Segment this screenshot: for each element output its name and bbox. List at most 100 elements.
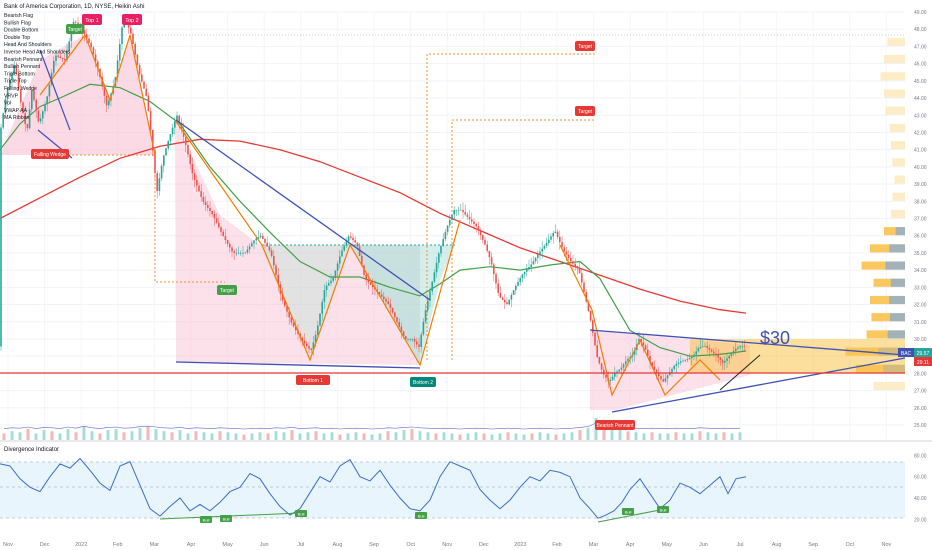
volume-bar <box>234 433 238 440</box>
osc-tick-label: 80.00 <box>914 453 927 459</box>
time-axis: Nov Dec 2022 Feb Mar Apr May Jun Jul Aug Sep Oct Nov… <box>3 542 891 548</box>
indicator-list-item[interactable]: Double Bottom <box>4 28 38 34</box>
indicator-list-item[interactable]: Bearish Pennant <box>4 57 43 63</box>
volume-bar <box>682 433 686 440</box>
volume-bar <box>610 426 614 440</box>
volume-bar <box>138 427 142 440</box>
candle-body <box>66 50 68 61</box>
y-tick-label: 31.00 <box>914 320 927 326</box>
candle-body <box>75 21 77 23</box>
candle-body <box>442 239 444 247</box>
pennant-upper-line <box>589 329 906 356</box>
candle-body <box>101 76 103 87</box>
volume-bar <box>370 434 374 440</box>
candle-body <box>598 357 601 364</box>
candle-body <box>411 338 414 340</box>
candle-body <box>158 178 161 191</box>
hs-downtrend-line <box>175 119 431 301</box>
candle-body <box>715 353 717 356</box>
bearish-pennant-label-bg <box>595 420 635 430</box>
candle-body <box>103 86 106 96</box>
candle-body <box>563 247 565 252</box>
candle-body <box>77 22 79 26</box>
candle-body <box>365 274 367 281</box>
indicator-list-item[interactable]: Vol <box>4 101 11 107</box>
y-tick-label: 45.00 <box>914 79 927 85</box>
candle-body <box>561 242 563 248</box>
volume-bar <box>450 433 454 440</box>
candle-body <box>578 268 581 274</box>
candle-body <box>627 358 629 362</box>
candle-body <box>138 65 141 75</box>
candle-body <box>473 221 475 224</box>
candle-body <box>387 301 389 304</box>
y-tick-label: 28.00 <box>914 371 927 377</box>
indicator-list-item[interactable]: Double Top <box>4 35 30 41</box>
candle-body <box>39 118 42 122</box>
candle-body <box>42 111 44 119</box>
x-tick-label: Nov <box>882 542 892 548</box>
candle-body <box>407 338 409 340</box>
candle-body <box>9 80 11 88</box>
candle-body <box>453 209 455 215</box>
oscillator-axis: 80.00 60.00 40.00 20.00 <box>914 453 927 523</box>
volume-bar <box>530 433 534 440</box>
volume-bar <box>10 431 14 440</box>
candle-body <box>11 72 13 81</box>
volume-bar <box>498 433 502 440</box>
candle-body <box>543 245 546 249</box>
candle-body <box>350 236 352 238</box>
oscillator-line <box>0 457 747 519</box>
top1-label: Top 1 <box>85 18 98 24</box>
candle-body <box>317 325 319 335</box>
indicator-list-item[interactable]: MA Ribbon <box>4 115 29 121</box>
candle-body <box>671 368 673 373</box>
candle-body <box>347 236 350 242</box>
indicator-list-item[interactable]: Triple Bottom <box>4 71 35 77</box>
candle-body <box>416 341 418 345</box>
target-guide-2 <box>426 53 595 360</box>
candle-body <box>176 115 178 122</box>
candle-body <box>369 282 372 285</box>
volume-bar <box>386 431 390 440</box>
volume-profile-bar <box>884 55 905 64</box>
small-rising-line <box>719 354 761 391</box>
volume-bar <box>394 432 398 440</box>
volume-bar <box>666 433 670 440</box>
candle-body <box>262 235 264 239</box>
candle-body <box>165 148 167 156</box>
indicator-list-item[interactable]: VRVP <box>4 93 19 99</box>
candle-body <box>420 334 422 347</box>
volume-bar <box>314 431 318 440</box>
indicator-list-item[interactable]: Inverse Head And Shoulders <box>4 50 70 56</box>
candle-body <box>730 353 733 356</box>
candle-body <box>596 345 598 358</box>
volume-bar <box>538 432 542 440</box>
indicator-list-item[interactable]: Bullish Flag <box>4 20 31 26</box>
indicator-list-item[interactable]: Triple Top <box>4 79 27 85</box>
osc-tick-label: 40.00 <box>914 496 927 502</box>
volume-bar <box>298 433 302 440</box>
candle-body <box>677 362 680 364</box>
candle-body <box>224 236 227 241</box>
candle-body <box>248 246 251 250</box>
volume-bar <box>674 432 678 440</box>
candle-body <box>356 242 359 247</box>
indicator-list-item[interactable]: VWAP AA <box>4 108 28 114</box>
candle-body <box>708 347 711 350</box>
candle-body <box>464 212 466 215</box>
x-tick-label: Sep <box>369 542 379 548</box>
candle-body <box>86 34 88 39</box>
indicator-list-item[interactable]: Head And Shoulders <box>4 42 52 48</box>
indicator-list-item[interactable]: Bullish Pennant <box>4 64 41 70</box>
candle-body <box>180 122 183 130</box>
candle-body <box>336 263 339 271</box>
volume-profile-bar <box>866 330 905 339</box>
value-area-band <box>690 338 905 374</box>
indicator-list-item[interactable]: Bearish Flag <box>4 13 33 19</box>
bull-tag-3-bg <box>295 510 307 517</box>
y-tick-label: 34.00 <box>914 268 927 274</box>
indicator-list-item[interactable]: Falling Wedge <box>4 86 37 92</box>
candle-body <box>603 369 605 375</box>
